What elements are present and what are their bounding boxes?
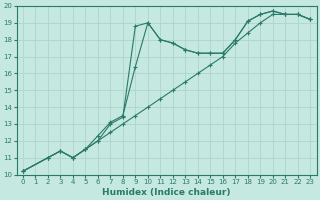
X-axis label: Humidex (Indice chaleur): Humidex (Indice chaleur)	[102, 188, 231, 197]
